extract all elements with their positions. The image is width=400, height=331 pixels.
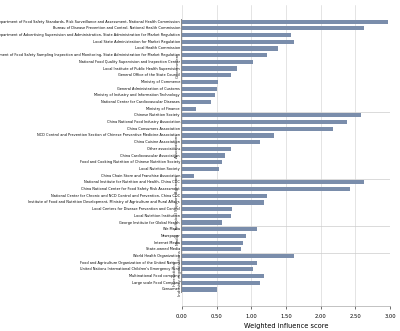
Bar [182,274,264,278]
Bar [182,80,218,84]
Bar [182,93,215,97]
Bar [182,53,266,57]
Bar [182,107,196,111]
Text: Technical Support Agencies: Technical Support Agencies [176,174,180,231]
Bar [182,194,266,198]
Bar [182,133,274,138]
Bar [182,20,388,24]
Bar [182,154,225,158]
Bar [182,187,350,191]
Bar [182,60,254,64]
Bar [182,113,361,118]
Bar [182,180,364,184]
Bar [182,67,237,71]
Text: Media: Media [176,233,180,245]
Bar [182,73,230,77]
Bar [182,100,211,104]
Bar [182,33,291,37]
Text: Associations: Associations [176,133,180,158]
Bar [182,140,260,144]
Bar [182,127,333,131]
Bar [182,147,230,151]
Bar [182,287,217,292]
Bar [182,267,253,271]
Bar [182,46,278,51]
Bar [182,260,257,265]
Bar [182,220,222,225]
Bar [182,281,260,285]
Bar [182,167,220,171]
Bar [182,214,230,218]
Bar [182,200,264,205]
Bar [182,207,232,211]
Bar [182,26,364,30]
Bar [182,234,246,238]
Bar [182,227,257,231]
Bar [182,173,194,178]
Bar [182,247,241,251]
Bar [182,120,347,124]
Bar [182,40,294,44]
Bar [182,86,217,91]
Bar [182,160,222,164]
Bar [182,254,294,258]
Text: Government: Government [176,52,180,78]
X-axis label: Weighted influence score: Weighted influence score [244,323,328,329]
Bar [182,241,243,245]
Text: International
Industry organizations: International Industry organizations [173,250,182,296]
